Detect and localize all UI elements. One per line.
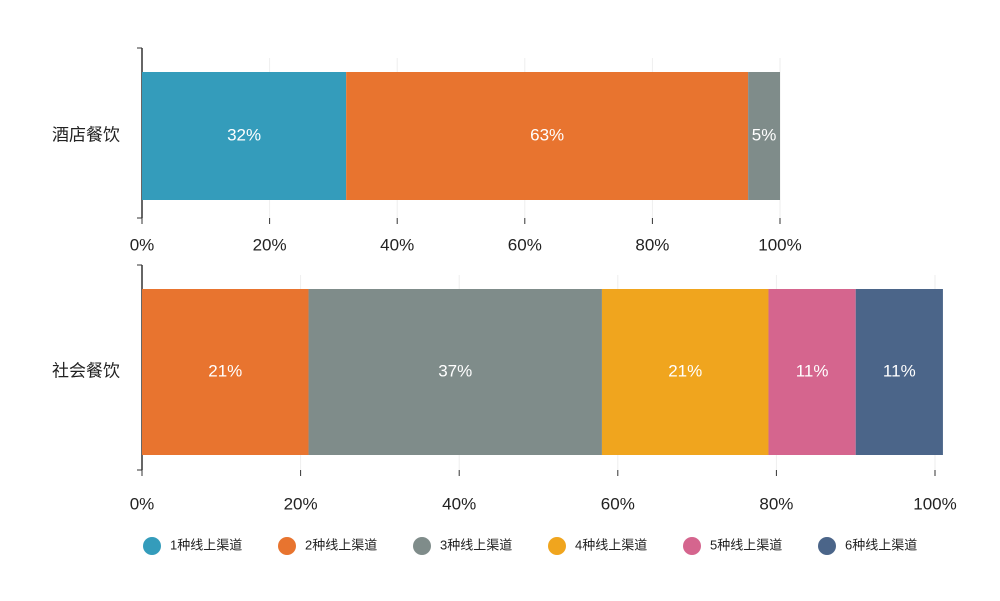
- x-tick-label: 60%: [601, 494, 635, 513]
- x-tick-label: 40%: [380, 235, 414, 254]
- x-tick-label: 60%: [508, 235, 542, 254]
- x-tick-label: 20%: [284, 494, 318, 513]
- legend-marker: [548, 537, 566, 555]
- legend-marker: [278, 537, 296, 555]
- value-label: 21%: [668, 361, 702, 380]
- bar-segment: [601, 289, 769, 455]
- value-label: 5%: [752, 125, 777, 144]
- value-label: 11%: [883, 361, 916, 380]
- x-tick-label: 0%: [130, 494, 155, 513]
- bar-segment: [748, 72, 780, 200]
- bar-segment: [308, 289, 602, 455]
- bar-segment: [855, 289, 943, 455]
- legend-label: 3种线上渠道: [440, 537, 512, 552]
- bar-segment: [142, 289, 309, 455]
- value-label: 11%: [796, 361, 829, 380]
- legend-marker: [413, 537, 431, 555]
- x-tick-label: 20%: [253, 235, 287, 254]
- bar-segment: [142, 72, 347, 200]
- legend-marker: [143, 537, 161, 555]
- legend-label: 6种线上渠道: [845, 537, 917, 552]
- x-tick-label: 0%: [130, 235, 155, 254]
- legend-label: 5种线上渠道: [710, 537, 782, 552]
- value-label: 63%: [530, 125, 564, 144]
- y-tick-label: 酒店餐饮: [52, 125, 120, 144]
- legend-marker: [683, 537, 701, 555]
- x-tick-label: 80%: [635, 235, 669, 254]
- legend-marker: [818, 537, 836, 555]
- value-label: 37%: [438, 361, 472, 380]
- x-tick-label: 100%: [758, 235, 801, 254]
- bar-segment: [346, 72, 749, 200]
- x-tick-label: 40%: [442, 494, 476, 513]
- x-tick-label: 100%: [913, 494, 956, 513]
- legend-label: 4种线上渠道: [575, 537, 647, 552]
- legend-label: 2种线上渠道: [305, 537, 377, 552]
- legend-label: 1种线上渠道: [170, 537, 242, 552]
- bar-segment: [768, 289, 856, 455]
- value-label: 21%: [208, 361, 242, 380]
- y-tick-label: 社会餐饮: [52, 361, 120, 380]
- value-label: 32%: [227, 125, 261, 144]
- x-tick-label: 80%: [759, 494, 793, 513]
